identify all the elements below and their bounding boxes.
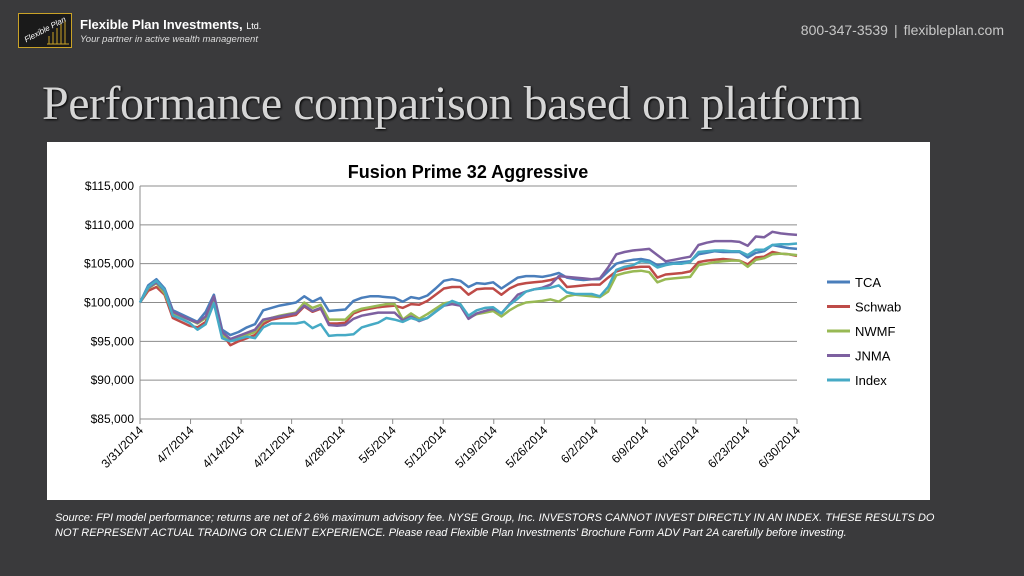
y-tick-label: $95,000 xyxy=(91,334,135,348)
line-chart: Fusion Prime 32 Aggressive $85,000 $90,00… xyxy=(84,162,901,471)
series-line-index xyxy=(138,242,798,343)
phone-number: 800-347-3539 xyxy=(800,22,888,38)
y-tick-label: $115,000 xyxy=(85,179,134,193)
series-line-nwmf xyxy=(138,252,798,342)
contact-info: 800-347-3539 | flexibleplan.com xyxy=(801,22,1004,38)
x-tick-label: 5/26/2014 xyxy=(503,423,551,471)
x-tick-label: 4/7/2014 xyxy=(154,423,197,466)
y-tick-label: $85,000 xyxy=(91,412,135,426)
legend-label: JNMA xyxy=(855,349,891,364)
contact-separator: | xyxy=(893,22,898,38)
x-tick-label: 5/5/2014 xyxy=(356,423,399,466)
y-tick-label: $105,000 xyxy=(84,257,134,271)
company-logo: Flexible Plan xyxy=(18,13,72,48)
company-block: Flexible Plan Investments, Ltd. Your par… xyxy=(80,17,261,45)
x-tick-label: 6/23/2014 xyxy=(705,423,753,471)
x-tick-label: 3/31/2014 xyxy=(98,423,146,471)
y-tick-label: $90,000 xyxy=(91,373,135,387)
legend-label: Schwab xyxy=(855,300,901,315)
x-tick-label: 6/16/2014 xyxy=(654,423,702,471)
slide-title: Performance comparison based on platform xyxy=(42,77,862,130)
logo-mark: Flexible Plan xyxy=(23,15,69,45)
chart-title: Fusion Prime 32 Aggressive xyxy=(348,162,588,182)
series-line-tca xyxy=(138,243,798,337)
x-tick-label: 6/9/2014 xyxy=(609,423,652,466)
company-suffix: Ltd. xyxy=(246,21,262,31)
legend-label: TCA xyxy=(855,275,881,290)
series-line-jnma xyxy=(138,230,798,341)
chart-area: Fusion Prime 32 Aggressive $85,000 $90,00… xyxy=(47,142,930,500)
y-tick-label: $110,000 xyxy=(85,218,134,232)
x-tick-label: 5/19/2014 xyxy=(452,423,500,471)
legend-label: Index xyxy=(855,373,887,388)
disclaimer-footnote: Source: FPI model performance; returns a… xyxy=(55,512,935,539)
x-tick-label: 6/2/2014 xyxy=(558,423,601,466)
company-tagline: Your partner in active wealth management xyxy=(80,34,258,45)
x-tick-label: 4/28/2014 xyxy=(301,423,349,471)
x-tick-label: 5/12/2014 xyxy=(402,423,450,471)
x-tick-label: 4/21/2014 xyxy=(250,423,298,471)
website: flexibleplan.com xyxy=(903,22,1004,38)
y-tick-label: $100,000 xyxy=(84,296,134,310)
company-name: Flexible Plan Investments, xyxy=(80,17,243,32)
legend-label: NWMF xyxy=(855,324,895,339)
x-tick-label: 4/14/2014 xyxy=(200,423,248,471)
x-tick-label: 6/30/2014 xyxy=(755,423,803,471)
company-name-line: Flexible Plan Investments, Ltd. xyxy=(80,17,261,32)
